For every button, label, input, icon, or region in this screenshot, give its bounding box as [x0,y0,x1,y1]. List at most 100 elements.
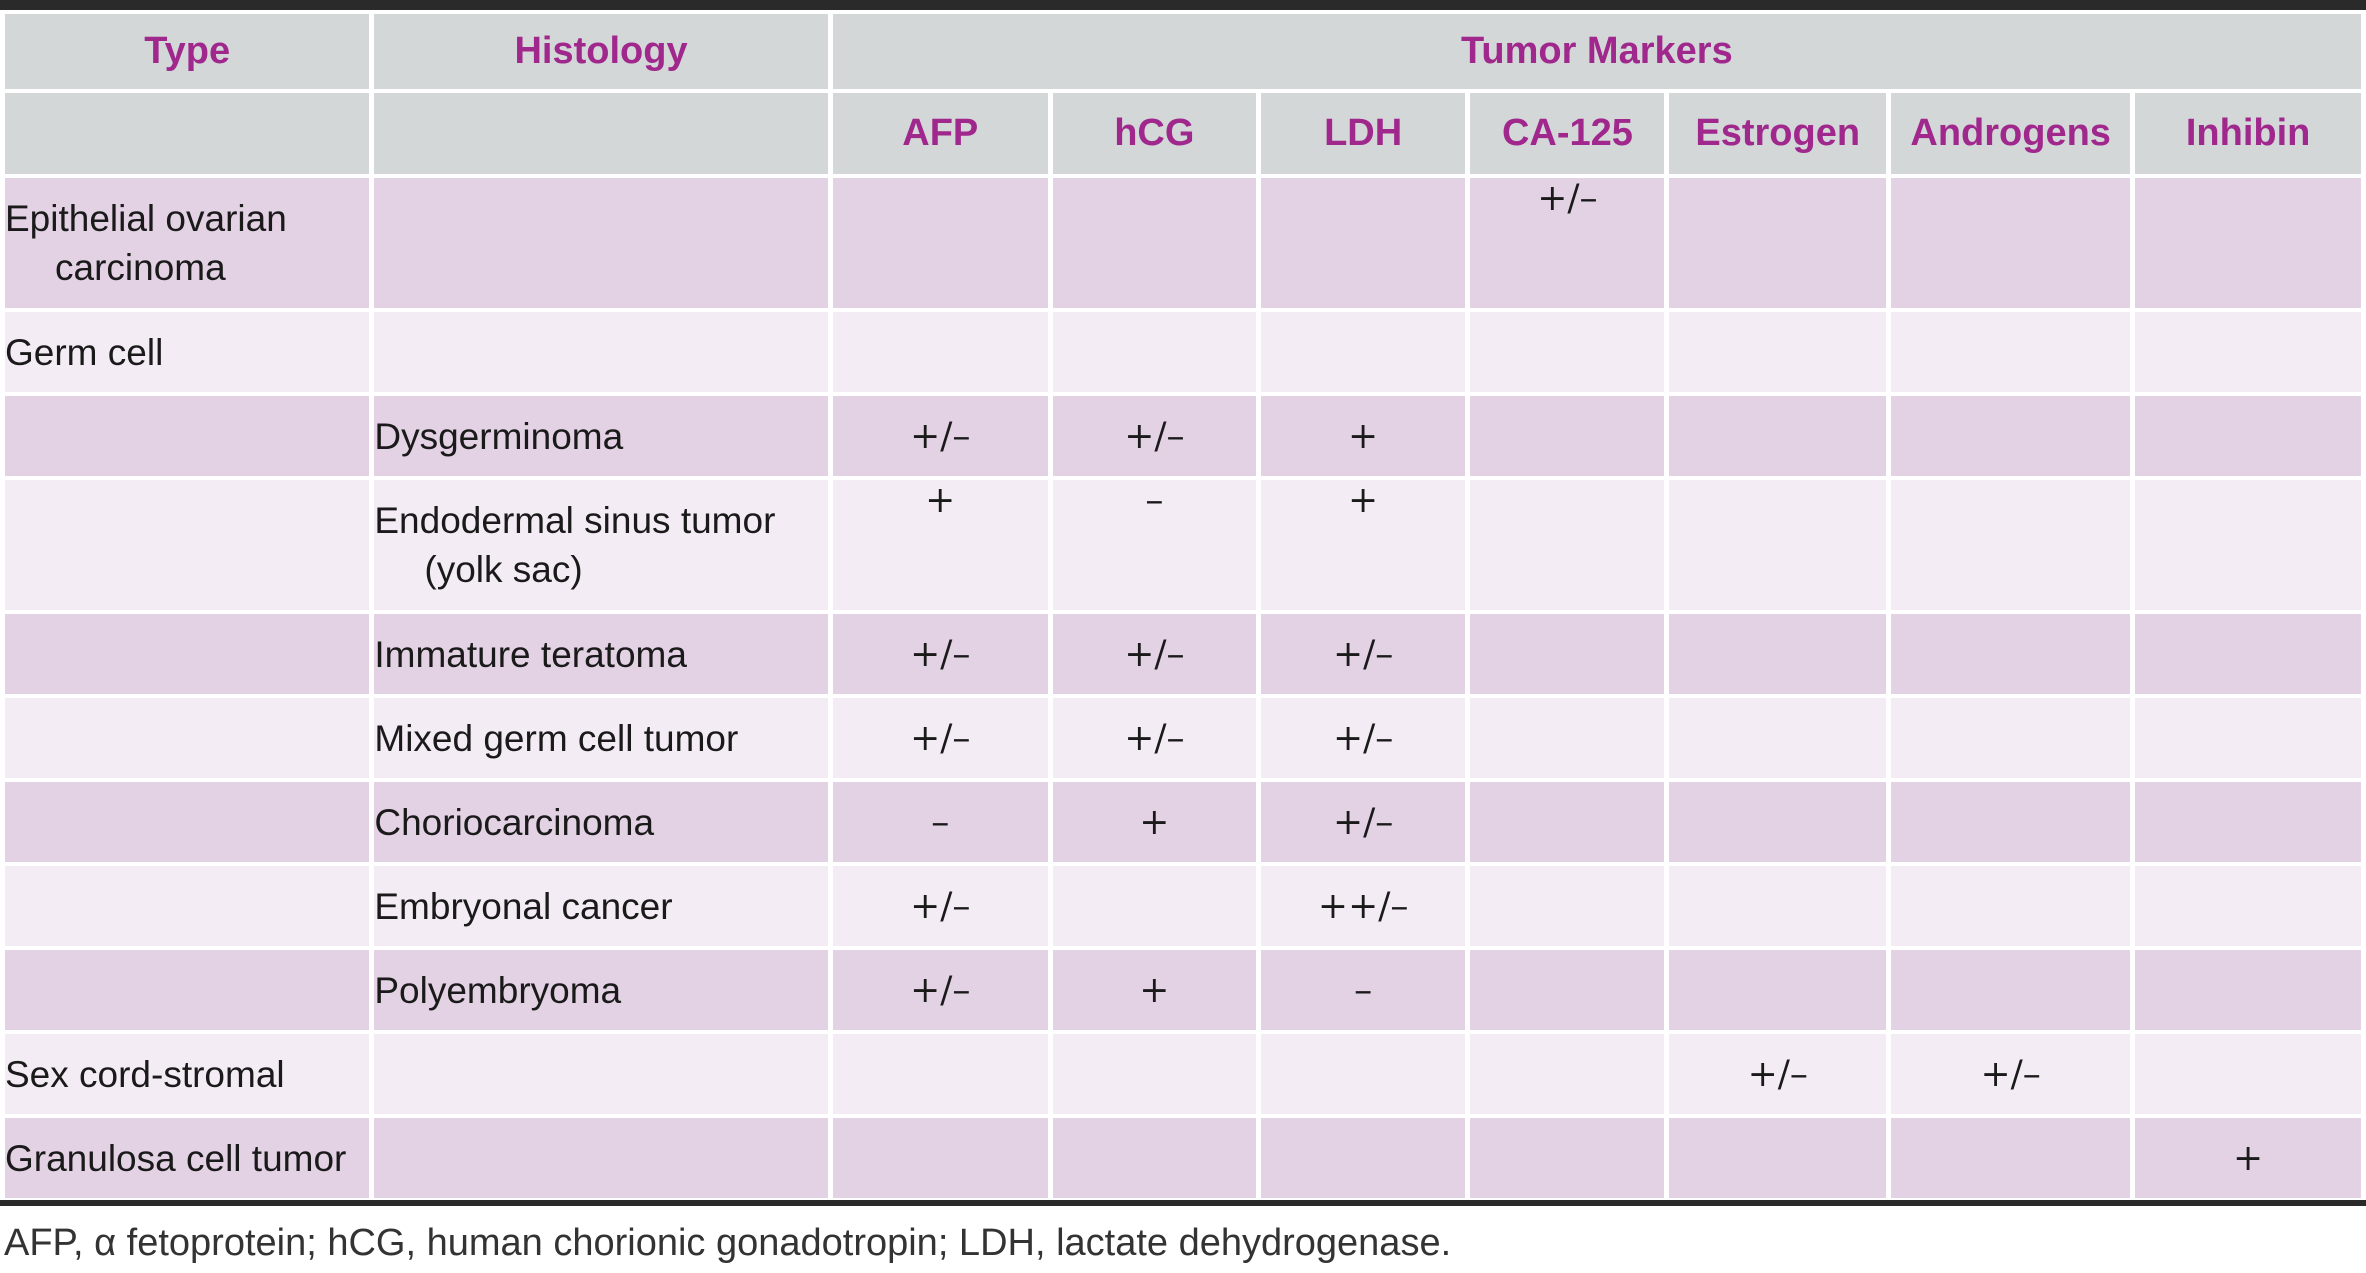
col-header-estrogen: Estrogen [1664,89,1892,178]
marker-value-ca125 [1465,308,1670,396]
histology-cell: Dysgerminoma [369,392,833,480]
marker-value-androgens [1886,862,2136,950]
marker-value-ldh: +/– [1255,610,1471,698]
type-cell [0,778,375,866]
marker-value-estrogen [1664,174,1892,312]
marker-value-afp [827,174,1053,312]
marker-value-ca125: +/– [1465,174,1670,312]
marker-value-androgens [1886,694,2136,782]
marker-value-ldh [1255,1030,1471,1118]
col-header-tumor-markers: Tumor Markers [827,10,2366,93]
marker-value-androgens [1886,308,2136,396]
table-row: Embryonal cancer +/– ++/– [0,862,2366,950]
type-text: Epithelial ovarian [5,198,287,239]
marker-value-inhibin [2130,308,2366,396]
histology-cell [369,1114,833,1202]
marker-value-ca125 [1465,392,1670,480]
histology-cell: Polyembryoma [369,946,833,1034]
marker-value-estrogen [1664,1114,1892,1202]
bottom-rule [0,1200,2366,1206]
marker-value-hcg [1047,862,1261,950]
marker-value-estrogen [1664,946,1892,1034]
marker-value-estrogen [1664,308,1892,396]
table-row: Immature teratoma +/– +/– +/– [0,610,2366,698]
marker-value-estrogen [1664,694,1892,782]
marker-value-hcg: + [1047,778,1261,866]
marker-value-ldh: – [1255,946,1471,1034]
type-cell [0,694,375,782]
histology-text: Endodermal sinus tumor [374,500,776,541]
marker-value-estrogen [1664,392,1892,480]
marker-value-afp [827,1030,1053,1118]
histology-cell [369,1030,833,1118]
type-cell: Epithelial ovarian carcinoma [0,174,375,312]
type-cell: Germ cell [0,308,375,396]
marker-value-inhibin [2130,476,2366,614]
marker-value-hcg: +/– [1047,694,1261,782]
marker-value-ldh: ++/– [1255,862,1471,950]
marker-value-afp: +/– [827,694,1053,782]
marker-value-ca125 [1465,476,1670,614]
marker-value-hcg: + [1047,946,1261,1034]
type-cell [0,392,375,480]
marker-value-androgens [1886,392,2136,480]
marker-value-afp: +/– [827,392,1053,480]
marker-value-ldh: +/– [1255,694,1471,782]
marker-value-androgens: +/– [1886,1030,2136,1118]
type-text: Germ cell [5,331,164,373]
marker-value-hcg [1047,1030,1261,1118]
col-header-androgens: Androgens [1886,89,2136,178]
marker-value-ldh [1255,308,1471,396]
marker-value-hcg [1047,308,1261,396]
marker-value-afp: +/– [827,862,1053,950]
marker-value-inhibin [2130,1030,2366,1118]
histology-text: Dysgerminoma [374,415,624,457]
header-row-markers: AFP hCG LDH CA-125 Estrogen Androgens In… [0,89,2366,178]
marker-value-hcg [1047,174,1261,312]
type-cell [0,862,375,950]
histology-text: Embryonal cancer [374,885,673,927]
table-row: Germ cell [0,308,2366,396]
marker-value-estrogen [1664,778,1892,866]
type-cell [0,946,375,1034]
marker-value-inhibin [2130,610,2366,698]
marker-value-ca125 [1465,1114,1670,1202]
marker-value-afp: +/– [827,946,1053,1034]
table-row: Mixed germ cell tumor +/– +/– +/– [0,694,2366,782]
header-row-main: Type Histology Tumor Markers [0,10,2366,93]
marker-value-afp [827,308,1053,396]
marker-value-afp [827,1114,1053,1202]
type-text: Granulosa cell tumor [5,1137,347,1179]
histology-cell: Choriocarcinoma [369,778,833,866]
table-footnote: AFP, α fetoprotein; hCG, human chorionic… [4,1222,1452,1264]
marker-value-inhibin [2130,392,2366,480]
marker-value-ldh: +/– [1255,778,1471,866]
table-row: Dysgerminoma +/– +/– + [0,392,2366,480]
type-cell: Granulosa cell tumor [0,1114,375,1202]
histology-text: Mixed germ cell tumor [374,717,739,759]
marker-value-ca125 [1465,610,1670,698]
marker-value-estrogen [1664,610,1892,698]
table-row: Choriocarcinoma – + +/– [0,778,2366,866]
marker-value-ldh [1255,174,1471,312]
marker-value-estrogen [1664,476,1892,614]
marker-value-inhibin [2130,862,2366,950]
table-row: Polyembryoma +/– + – [0,946,2366,1034]
type-text: carcinoma [55,247,226,288]
marker-value-ldh: + [1255,476,1471,614]
marker-value-afp: + [827,476,1053,614]
type-text: Sex cord-stromal [5,1053,285,1095]
marker-value-inhibin [2130,778,2366,866]
marker-value-ldh [1255,1114,1471,1202]
marker-value-inhibin [2130,694,2366,782]
histology-cell: Mixed germ cell tumor [369,694,833,782]
col-header-blank-histology [369,89,833,178]
marker-value-androgens [1886,946,2136,1034]
marker-value-estrogen: +/– [1664,1030,1892,1118]
marker-value-ldh: + [1255,392,1471,480]
marker-value-androgens [1886,476,2136,614]
marker-value-androgens [1886,778,2136,866]
marker-value-hcg [1047,1114,1261,1202]
col-header-type: Type [0,10,375,93]
col-header-hcg: hCG [1047,89,1261,178]
